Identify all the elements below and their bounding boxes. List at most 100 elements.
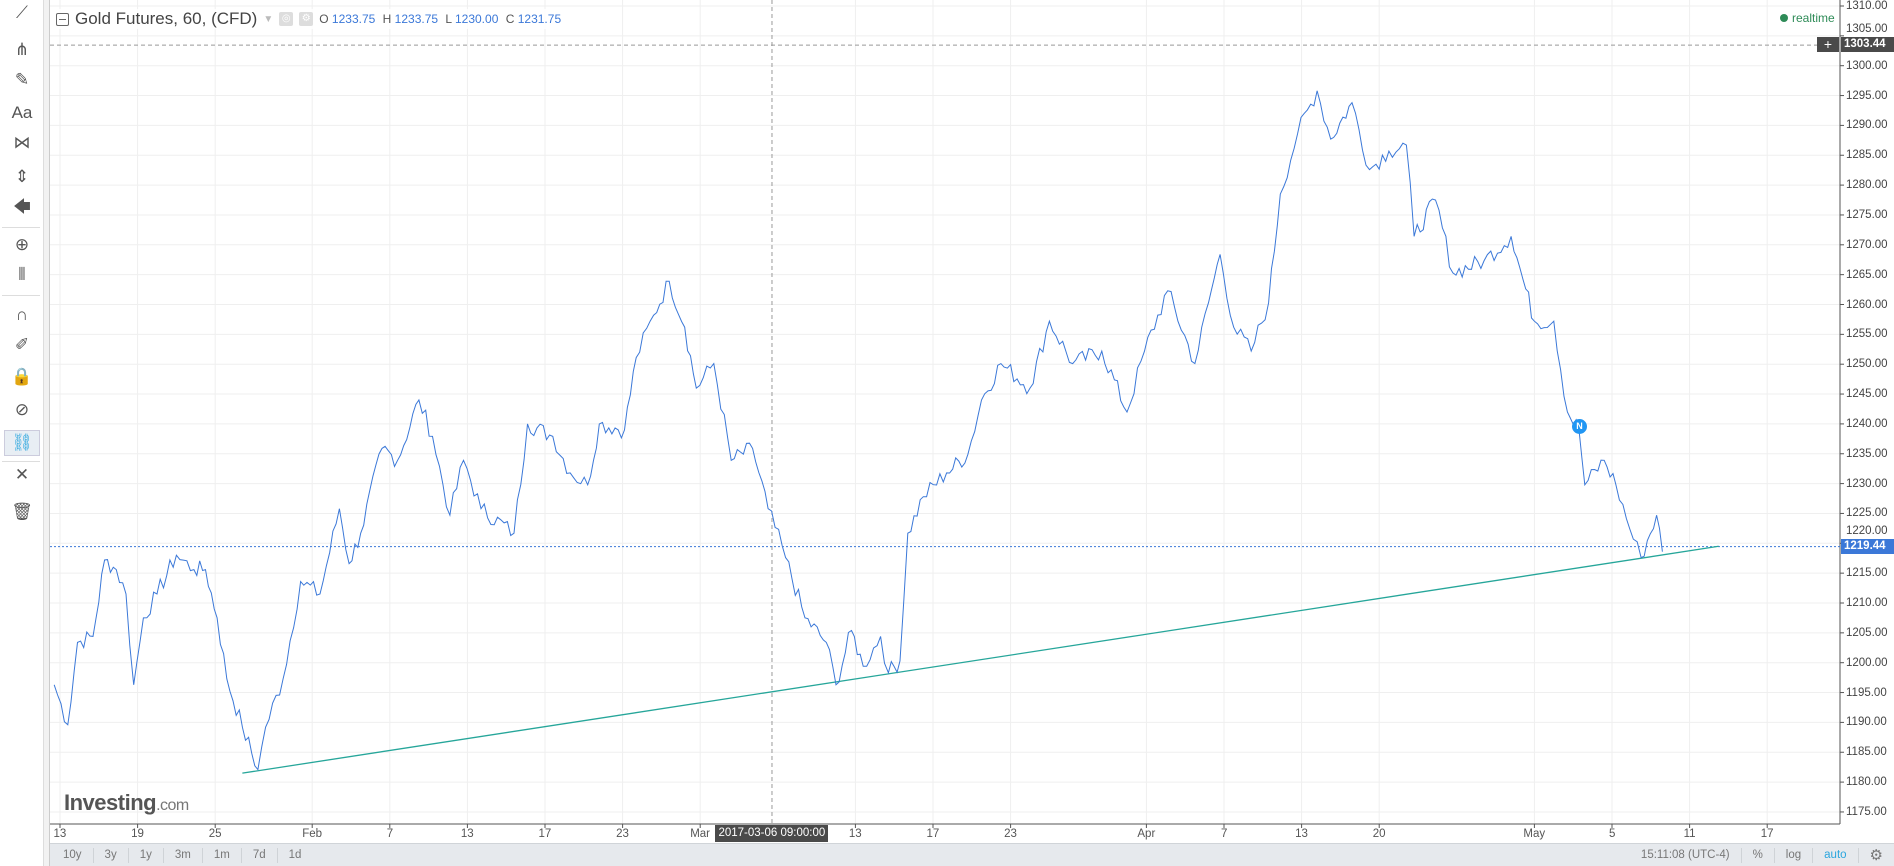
pattern-icon[interactable]: ⋈	[13, 133, 31, 152]
brush-icon[interactable]: ✎	[14, 70, 30, 89]
zoom-in-icon[interactable]: ⊕	[14, 235, 30, 254]
price-tick-label: 1285.00	[1846, 149, 1888, 162]
price-line	[53, 90, 1663, 771]
price-tick-label: 1205.00	[1846, 626, 1888, 639]
trash-icon[interactable]: 🗑	[11, 502, 33, 521]
crosshair-time-label: 2017-03-06 09:00:00	[715, 825, 829, 842]
time-tick-label: May	[1523, 828, 1546, 840]
time-tick-label: 13	[1295, 828, 1308, 840]
lock-icon[interactable]: 🔒	[11, 367, 33, 386]
toolbar-collapse-handle[interactable]	[44, 0, 50, 866]
price-tick-label: 1180.00	[1846, 776, 1887, 789]
time-tick-label: Apr	[1137, 828, 1156, 840]
time-tick-label: 25	[208, 828, 222, 840]
price-tick-label: 1280.00	[1846, 179, 1888, 192]
price-tick-label: 1235.00	[1846, 447, 1888, 460]
arrow-icon[interactable]: 🡄	[13, 196, 31, 216]
log-scale-button[interactable]: log	[1775, 847, 1814, 863]
range-button-7d[interactable]: 7d	[242, 847, 278, 863]
time-tick-label: 23	[616, 828, 629, 840]
symbol-title[interactable]: Gold Futures, 60, (CFD)	[75, 9, 258, 28]
time-tick-label: 17	[926, 828, 940, 840]
range-button-3m[interactable]: 3m	[164, 847, 203, 863]
trend-line-icon[interactable]: ⟋	[16, 3, 28, 22]
price-tick-label: 1210.00	[1846, 597, 1888, 609]
crosshair-price-label: 1303.44	[1841, 37, 1894, 52]
bottom-toolbar: 10y 3y 1y 3m 1m 7d 1d 15:11:08 (UTC-4) % log a…	[50, 843, 1894, 866]
price-tick-label: 1215.00	[1846, 567, 1888, 580]
time-tick-label: 13	[53, 828, 67, 840]
price-tick-label: 1240.00	[1846, 417, 1888, 430]
news-marker[interactable]: N	[1572, 418, 1588, 434]
time-tick-label: 13	[848, 828, 862, 840]
price-tick-label: 1260.00	[1846, 298, 1888, 311]
magnet-icon[interactable]: ∩	[15, 305, 29, 324]
price-tick-label: 1305.00	[1846, 23, 1888, 35]
time-tick-label: Mar	[690, 828, 710, 840]
last-price-label: 1219.44	[1841, 539, 1894, 554]
time-tick-label: 13	[460, 828, 474, 840]
clock-display: 15:11:08 (UTC-4)	[1630, 847, 1742, 863]
price-tick-label: 1295.00	[1846, 89, 1888, 102]
collapse-legend-icon[interactable]	[56, 12, 69, 26]
chevron-down-icon[interactable]: ▼	[263, 13, 274, 25]
toolbar-divider	[2, 295, 40, 296]
visibility-icon[interactable]: ◎	[279, 12, 294, 26]
add-alert-button[interactable]: +	[1817, 37, 1839, 52]
price-tick-label: 1275.00	[1846, 208, 1888, 221]
pitchfork-icon[interactable]: ⋔	[14, 40, 30, 59]
drawing-toolbar: ⟋ ⋔ ✎ Aa ⋈ ⇕ 🡄 ⊕ ⫴ ∩ ✐ 🔒 ⊘ ⛓ ✕ 🗑	[0, 0, 44, 866]
investing-logo: Investing.com	[64, 790, 189, 815]
hide-icon[interactable]: ⊘	[14, 400, 30, 419]
price-tick-label: 1175.00	[1846, 805, 1887, 818]
time-tick-label: 17	[538, 828, 552, 840]
price-tick-label: 1200.00	[1846, 656, 1888, 669]
price-tick-label: 1190.00	[1846, 716, 1887, 729]
measure-icon[interactable]: ⇕	[14, 167, 30, 186]
percent-scale-button[interactable]: %	[1742, 847, 1775, 863]
price-range-icon[interactable]: ⫴	[18, 265, 26, 284]
price-tick-label: 1300.00	[1846, 59, 1888, 72]
price-tick-label: 1195.00	[1846, 686, 1887, 699]
range-button-10y[interactable]: 10y	[52, 847, 94, 863]
realtime-status: realtime	[1780, 11, 1835, 25]
range-button-1d[interactable]: 1d	[288, 848, 302, 861]
price-tick-label: 1310.00	[1846, 0, 1888, 12]
time-tick-label: 19	[131, 828, 144, 840]
time-tick-label: 7	[1221, 828, 1228, 840]
status-dot-icon	[1780, 14, 1788, 22]
price-tick-label: 1265.00	[1846, 268, 1888, 281]
time-tick-label: 7	[386, 828, 394, 840]
range-button-3y[interactable]: 3y	[94, 847, 129, 863]
time-tick-label: Feb	[302, 828, 323, 840]
text-icon[interactable]: Aa	[11, 103, 33, 122]
time-tick-label: 5	[1609, 828, 1616, 840]
price-tick-label: 1245.00	[1846, 388, 1888, 401]
price-tick-label: 1270.00	[1846, 238, 1888, 251]
auto-scale-button[interactable]: auto	[1813, 847, 1859, 863]
range-button-1y[interactable]: 1y	[129, 847, 164, 863]
time-tick-label: 11	[1683, 828, 1696, 840]
price-tick-label: 1225.00	[1846, 507, 1888, 520]
toolbar-divider	[2, 461, 40, 462]
price-tick-label: 1255.00	[1846, 328, 1888, 341]
time-tick-label: 17	[1760, 828, 1774, 840]
trend-line	[242, 545, 1719, 774]
price-tick-label: 1250.00	[1846, 358, 1888, 371]
chart-legend: Gold Futures, 60, (CFD) ▼ ◎ ⚙ O 1233.75 …	[56, 9, 566, 29]
range-button-1m[interactable]: 1m	[203, 847, 242, 863]
time-tick-label: 23	[1004, 828, 1017, 840]
price-tick-label: 1230.00	[1846, 477, 1888, 490]
time-tick-label: 20	[1372, 828, 1386, 840]
stay-in-drawing-icon[interactable]: ✐	[14, 335, 30, 354]
sync-link-icon[interactable]: ⛓	[4, 430, 40, 456]
toolbar-divider	[2, 227, 40, 228]
remove-tools-icon[interactable]: ✕	[14, 465, 30, 484]
price-tick-label: 1185.00	[1846, 746, 1887, 759]
realtime-label: realtime	[1792, 11, 1835, 25]
price-tick-label: 1220.00	[1846, 525, 1888, 537]
settings-gear-icon[interactable]: ⚙	[1869, 846, 1883, 864]
gear-icon[interactable]: ⚙	[299, 12, 314, 26]
price-tick-label: 1290.00	[1846, 119, 1888, 132]
